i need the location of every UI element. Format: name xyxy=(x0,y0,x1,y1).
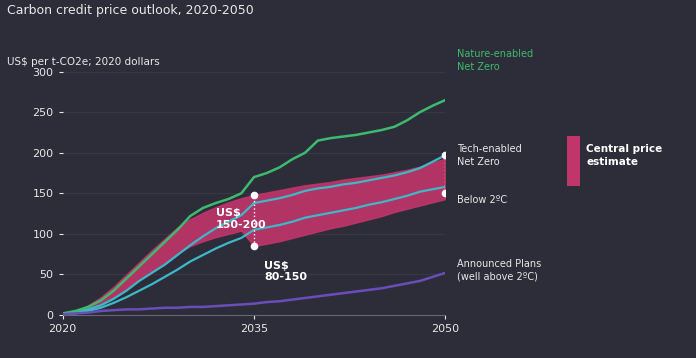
Text: Central price
estimate: Central price estimate xyxy=(586,144,663,167)
Text: Nature-enabled
Net Zero: Nature-enabled Net Zero xyxy=(457,49,532,72)
Text: US$ per t-CO2e; 2020 dollars: US$ per t-CO2e; 2020 dollars xyxy=(7,57,159,67)
Text: Carbon credit price outlook, 2020-2050: Carbon credit price outlook, 2020-2050 xyxy=(7,4,254,16)
Text: Below 2ºC: Below 2ºC xyxy=(457,195,507,205)
Text: US$
150-200: US$ 150-200 xyxy=(216,208,267,229)
Text: US$
80-150: US$ 80-150 xyxy=(264,261,307,282)
Text: Announced Plans
(well above 2ºC): Announced Plans (well above 2ºC) xyxy=(457,259,541,282)
Text: Tech-enabled
Net Zero: Tech-enabled Net Zero xyxy=(457,144,521,167)
